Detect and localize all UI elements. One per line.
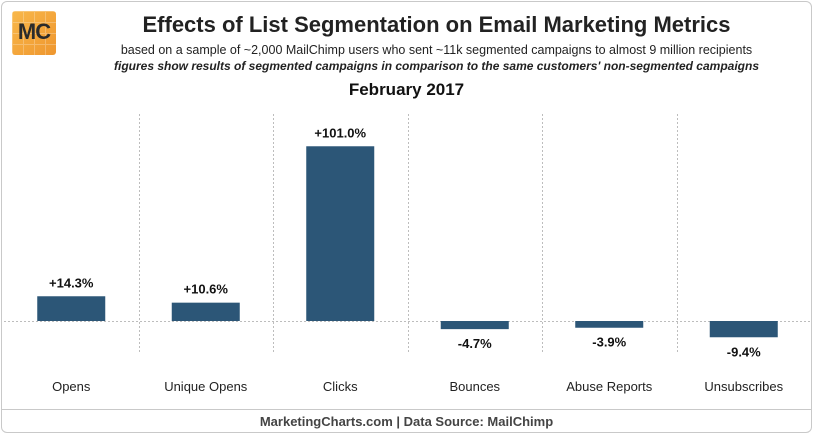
bar (709, 321, 778, 338)
footer-divider (2, 409, 811, 410)
chart-subtitle: based on a sample of ~2,000 MailChimp us… (120, 43, 753, 57)
category-label: Opens (52, 379, 91, 394)
data-label: -4.7% (458, 336, 492, 351)
category-label: Unique Opens (164, 379, 248, 394)
chart-note: figures show results of segmented campai… (113, 59, 759, 73)
logo-grid (12, 11, 56, 55)
data-label: +14.3% (49, 275, 94, 290)
logo-text: MC (17, 19, 51, 44)
bar (575, 321, 644, 328)
bar (440, 321, 509, 330)
category-label: Abuse Reports (566, 379, 652, 394)
data-label: +101.0% (314, 125, 366, 140)
chart-period: February 2017 (348, 80, 465, 99)
source-footer: MarketingCharts.com | Data Source: MailC… (259, 414, 554, 429)
data-label: -3.9% (592, 335, 626, 350)
mc-logo: MC (12, 11, 56, 55)
category-label: Unsubscribes (704, 379, 783, 394)
bar (37, 296, 106, 321)
bar (306, 146, 375, 321)
chart-title: Effects of List Segmentation on Email Ma… (142, 12, 731, 37)
category-label: Clicks (323, 379, 358, 394)
data-label: -9.4% (727, 344, 761, 359)
bar (171, 302, 240, 321)
data-label: +10.6% (184, 282, 229, 297)
category-label: Bounces (449, 379, 500, 394)
